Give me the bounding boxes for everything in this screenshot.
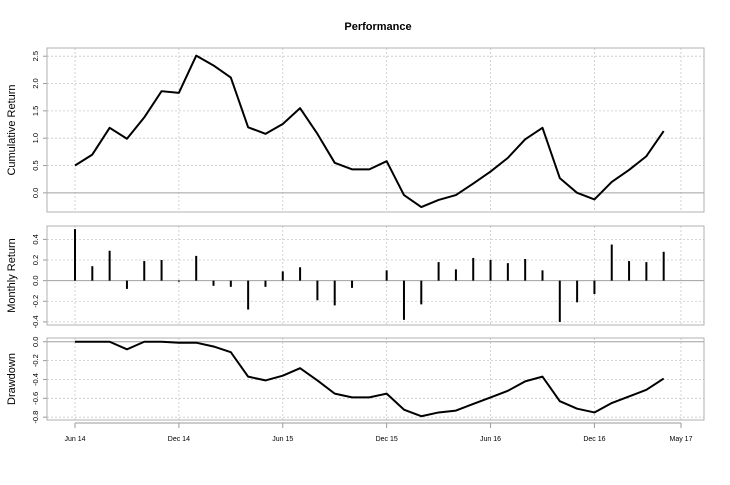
x-axis: Jun 14 Dec 14 Jun 15 Dec 15 Jun 16 Dec 16 May … <box>64 422 693 443</box>
panel-monthly: -0.4 -0.2 0.0 0.2 0.4 Monthly Return <box>6 225 705 328</box>
x-tick-label: Dec 16 <box>583 436 605 443</box>
panel-frame <box>46 225 705 326</box>
x-tick-label: Jun 15 <box>272 436 293 443</box>
y-tick-label: 2.0 <box>31 78 40 88</box>
y-tick-label: 0.2 <box>31 255 40 265</box>
y-tick-label: 1.5 <box>31 106 40 116</box>
x-tick-label: May 17 <box>670 436 693 443</box>
chart-title: Performance <box>344 21 411 33</box>
panel-frame <box>46 337 705 421</box>
panel-cumulative: 0.0 0.5 1.0 1.5 2.0 2.5 Cumulative Return <box>6 47 705 213</box>
series-line-cumulative <box>74 54 665 209</box>
y-tick-label: -0.2 <box>31 354 40 367</box>
x-tick-label: Jun 16 <box>480 436 501 443</box>
y-tick-label: -0.4 <box>31 373 40 386</box>
y-tick-label: 1.0 <box>31 133 40 143</box>
y-axis-label: Drawdown <box>6 353 18 405</box>
panel-frame <box>46 47 705 213</box>
x-tick-label: Dec 15 <box>376 436 398 443</box>
panel-drawdown: -0.8 -0.6 -0.4 -0.2 0.0 Drawdown <box>6 337 705 424</box>
y-tick-label: -0.8 <box>31 411 40 424</box>
y-tick-label: 0.5 <box>31 160 40 170</box>
y-tick-label: -0.6 <box>31 392 40 405</box>
y-tick-label: 0.4 <box>31 234 40 244</box>
y-tick-label: 0.0 <box>31 275 40 285</box>
y-axis-label: Monthly Return <box>6 238 18 313</box>
y-axis-label: Cumulative Return <box>6 84 18 175</box>
series-line-drawdown <box>75 340 665 418</box>
x-tick-label: Dec 14 <box>168 436 190 443</box>
y-tick-label: 0.0 <box>31 337 40 347</box>
x-tick-label: Jun 14 <box>64 436 85 443</box>
y-tick-label: 0.0 <box>31 188 40 198</box>
y-tick-label: -0.4 <box>31 315 40 328</box>
y-tick-label: -0.2 <box>31 295 40 308</box>
y-tick-label: 2.5 <box>31 51 40 61</box>
